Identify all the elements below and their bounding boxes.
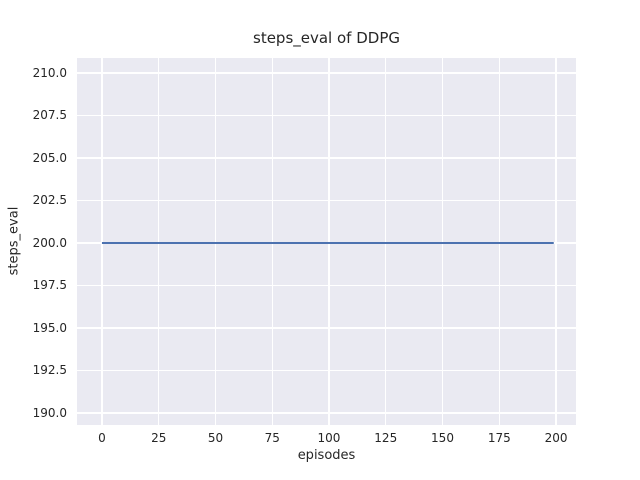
x-tick-label: 125 (374, 431, 398, 445)
x-axis-tick-labels: 0 25 50 75 100 125 150 175 200 (77, 431, 576, 447)
grid-line-vertical (498, 58, 500, 425)
grid-line-horizontal (77, 284, 576, 287)
grid-line-vertical (101, 58, 103, 425)
grid-line-vertical (158, 58, 160, 425)
grid-line-horizontal (77, 412, 576, 414)
x-tick-label: 150 (431, 431, 454, 445)
x-tick-label: 75 (264, 431, 280, 445)
grid-line-vertical (214, 58, 217, 425)
y-tick-label: 195.0 (32, 320, 67, 335)
x-tick-label: 50 (207, 431, 224, 445)
grid-line-horizontal (77, 199, 576, 202)
grid-line-vertical (328, 58, 330, 425)
y-tick-label: 202.5 (32, 193, 67, 208)
x-tick-label: 100 (317, 431, 341, 445)
grid-line-horizontal (77, 72, 576, 74)
y-axis-tick-labels: 190.0 192.5 195.0 197.5 200.0 202.5 205.0 207.5… (0, 58, 67, 425)
grid-line-vertical (385, 58, 387, 425)
y-tick-label: 207.5 (32, 108, 67, 123)
y-axis-label: steps_eval (6, 206, 22, 276)
grid-line-horizontal (77, 157, 576, 159)
plot-area (77, 58, 576, 425)
grid-line-horizontal (77, 114, 576, 117)
grid-line-vertical (555, 58, 557, 425)
y-tick-label: 200.0 (32, 235, 67, 250)
x-tick-label: 200 (544, 431, 568, 445)
grid-line-horizontal (77, 327, 576, 329)
y-tick-label: 197.5 (32, 278, 67, 293)
y-tick-label: 205.0 (32, 150, 67, 165)
grid-line-vertical (441, 58, 444, 425)
x-tick-label: 25 (151, 431, 167, 445)
grid-line-horizontal (77, 369, 576, 372)
data-line-layer (77, 58, 576, 425)
y-tick-label: 190.0 (32, 405, 67, 420)
y-tick-label: 192.5 (32, 363, 67, 378)
grid-line-vertical (271, 58, 273, 425)
y-tick-label: 210.0 (32, 65, 67, 80)
x-tick-label: 175 (487, 431, 511, 445)
x-tick-label: 0 (98, 431, 106, 445)
x-axis-label: episodes (297, 448, 356, 463)
chart-title: steps_eval of DDPG (253, 29, 400, 47)
